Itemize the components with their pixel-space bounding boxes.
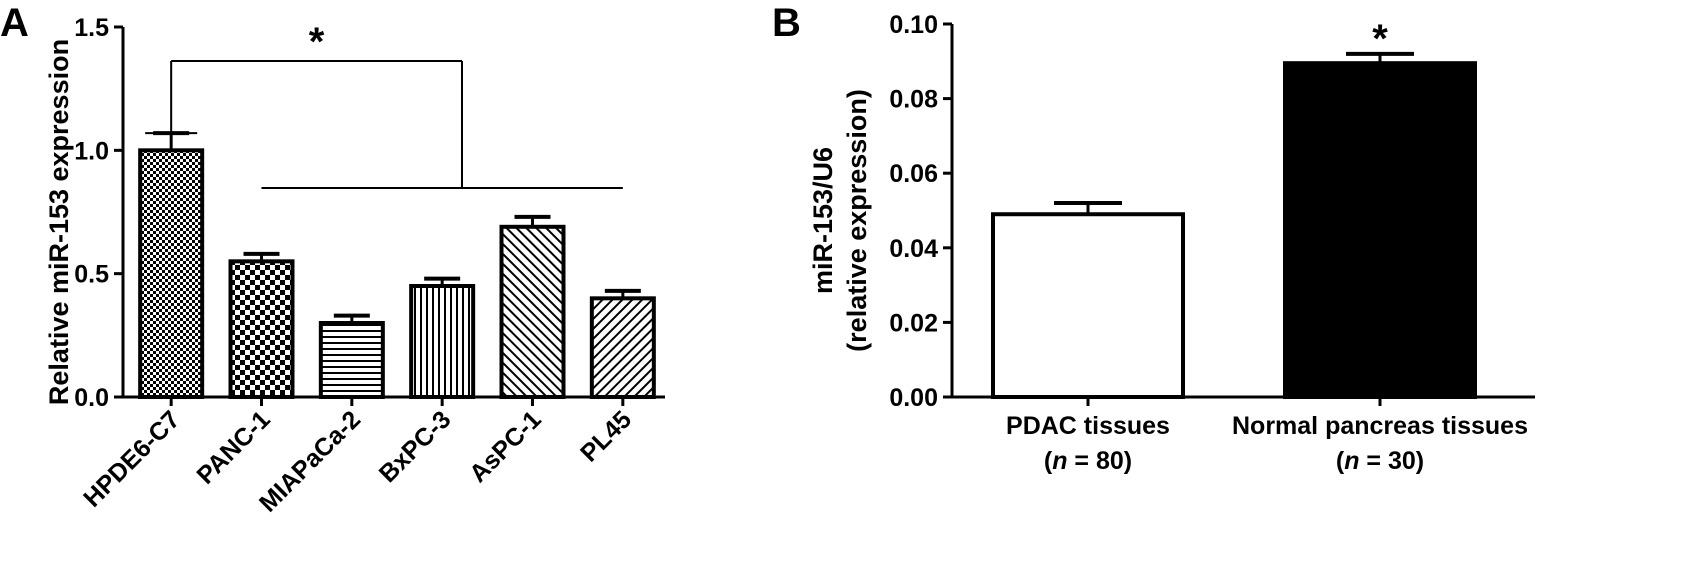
significance-star: * [309, 20, 325, 64]
bar [318, 321, 385, 399]
x-tick-label: HPDE6-C7 [78, 405, 185, 512]
bar [228, 259, 295, 400]
x-tick-label: PANC-1 [191, 405, 275, 489]
y-tick-label: 0.10 [889, 11, 938, 39]
n-variable: n [1052, 447, 1067, 475]
n-value: = 30) [1359, 447, 1424, 475]
chart-b: 0.00 0.02 0.04 0.06 0.08 0.10 miR-153/U6 (relat… [808, 11, 1535, 475]
x-sample-size-label: (n = 80) [1044, 447, 1132, 475]
x-tick-label: PDAC tissues [1006, 412, 1170, 440]
y-tick-label: 1.0 [74, 137, 109, 165]
bar [1283, 61, 1477, 399]
y-tick-label: 0.04 [889, 235, 938, 263]
n-prefix: ( [1044, 447, 1053, 475]
n-variable: n [1344, 447, 1359, 475]
y-tick-label: 0.5 [74, 261, 109, 289]
panel-b-letter: B [772, 1, 801, 45]
y-tick-label: 0.0 [74, 384, 109, 412]
y-axis-label-line: miR-153/U6 [808, 147, 838, 294]
n-prefix: ( [1336, 447, 1345, 475]
y-tick-label: 0.02 [889, 309, 938, 337]
n-value: = 80) [1067, 447, 1132, 475]
panel-a-letter: A [0, 1, 29, 45]
bar [589, 296, 656, 400]
bar [991, 212, 1185, 399]
y-tick-label: 0.08 [889, 86, 938, 114]
y-tick-label: 1.5 [74, 14, 109, 42]
x-tick-label: BxPC-3 [374, 405, 457, 488]
x-tick-label: Normal pancreas tissues [1232, 412, 1528, 440]
y-axis-label: miR-153/U6 (relative expression) [808, 89, 872, 352]
y-tick-label: 0.00 [889, 384, 938, 412]
significance-star: * [1372, 17, 1388, 61]
bar [138, 148, 205, 399]
bar [499, 224, 566, 399]
x-tick-label: AsPC-1 [464, 405, 547, 488]
bar [409, 284, 476, 399]
x-tick-label: PL45 [575, 405, 637, 467]
y-tick-label: 0.06 [889, 160, 938, 188]
y-axis-label: Relative miR-153 expression [44, 39, 74, 405]
y-axis-label-line: (relative expression) [842, 89, 872, 352]
x-sample-size-label: (n = 30) [1336, 447, 1424, 475]
